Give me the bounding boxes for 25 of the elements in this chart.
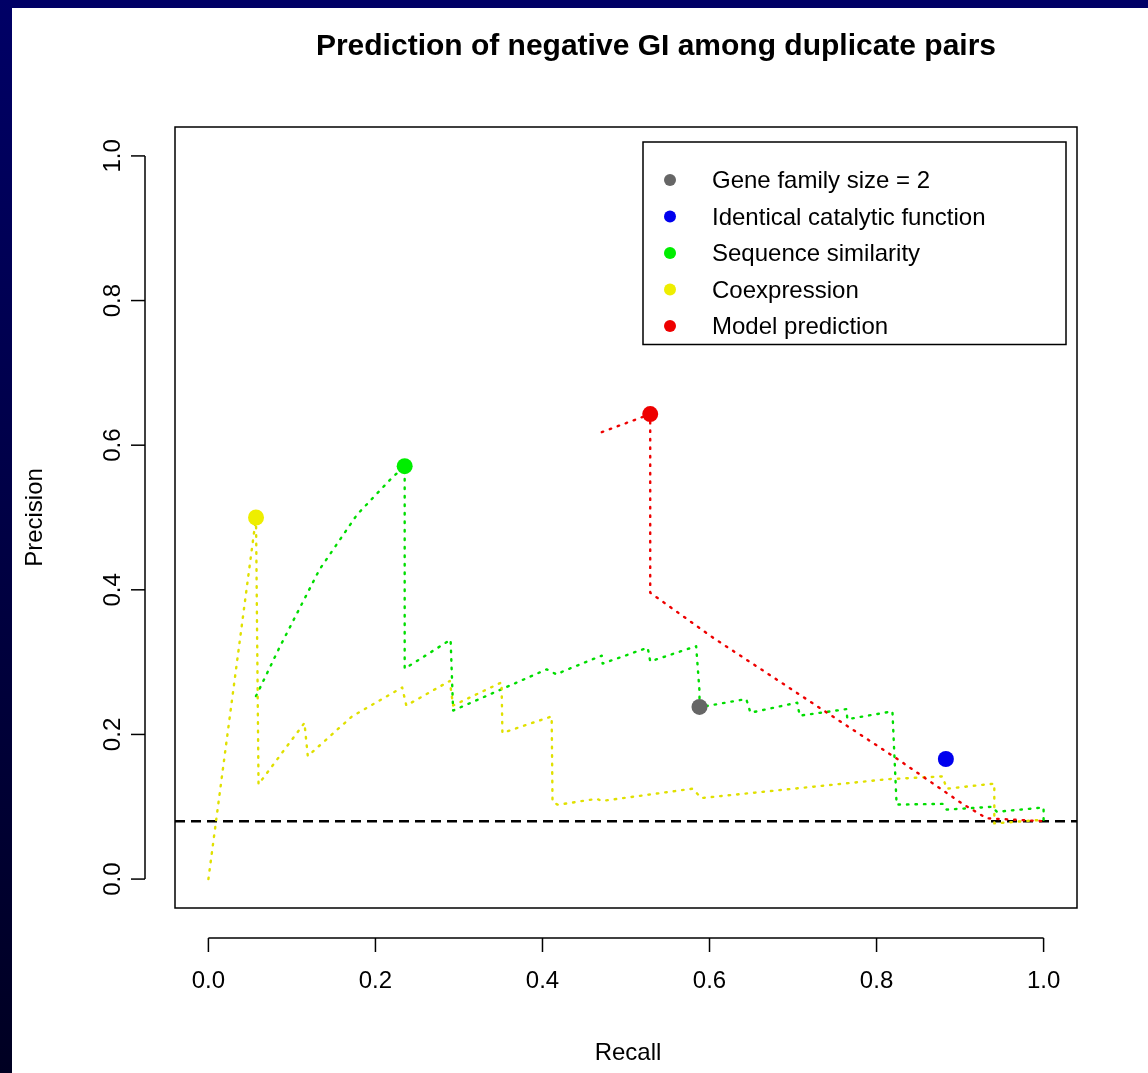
y-tick-label: 0.6 — [98, 428, 125, 462]
x-tick-label: 0.4 — [525, 966, 560, 993]
x-tick-label: 1.0 — [1026, 966, 1061, 993]
x-tick-label: 0.0 — [191, 966, 226, 993]
point — [642, 406, 659, 423]
x-tick-label: 0.8 — [859, 966, 894, 993]
legend-label: Coexpression — [712, 275, 859, 303]
point — [396, 458, 413, 475]
legend-label: Sequence similarity — [712, 239, 921, 266]
x-tick-label: 0.6 — [692, 966, 727, 993]
y-tick-label: 1.0 — [98, 139, 125, 173]
y-tick-label: 0.8 — [98, 283, 125, 318]
y-tick-label: 0.0 — [98, 862, 125, 896]
x-axis-title: Recall — [594, 1038, 662, 1065]
chart-title: Prediction of negative GI among duplicate pairs — [315, 28, 997, 61]
y-axis-title: Precision — [20, 468, 47, 567]
point — [248, 509, 265, 526]
point — [691, 698, 708, 715]
point — [937, 751, 954, 768]
x-tick-label: 0.2 — [358, 966, 393, 993]
y-tick-label: 0.2 — [98, 717, 125, 752]
legend-label: Model prediction — [712, 312, 889, 339]
y-tick-label: 0.4 — [98, 573, 125, 607]
legend-label: Gene family size = 2 — [712, 166, 931, 193]
legend-label: Identical catalytic function — [712, 202, 986, 230]
